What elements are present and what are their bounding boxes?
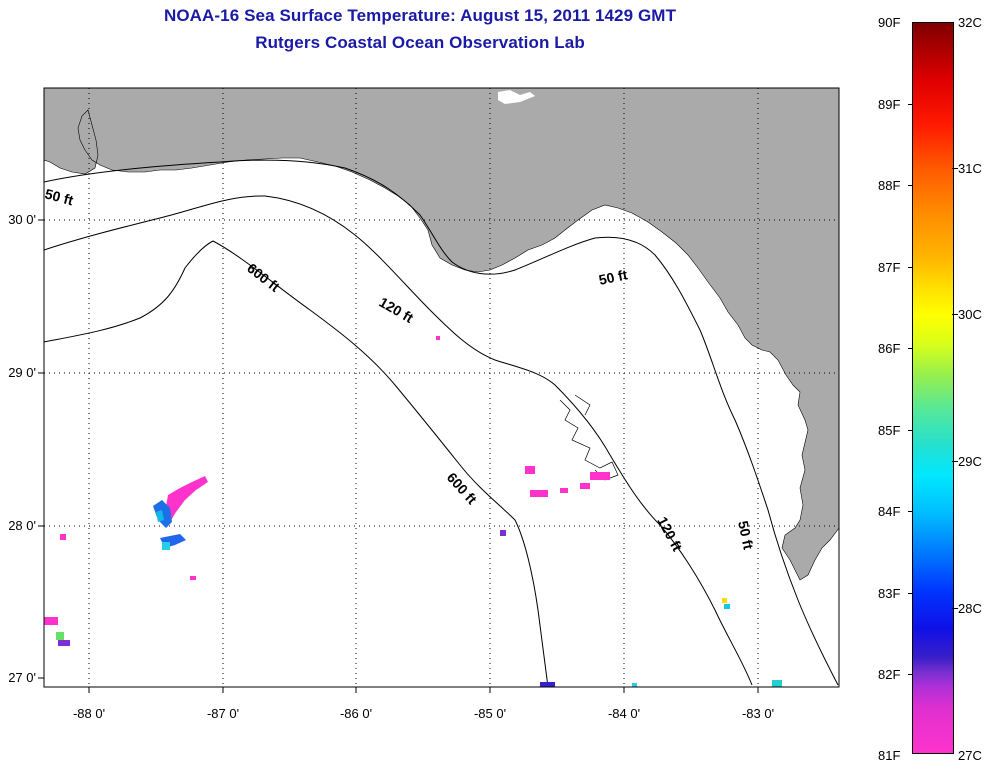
colorbar-label-31c: 31C (958, 161, 982, 176)
colorbar-label-90f: 90F (878, 15, 901, 30)
lat-label-27: 27 0' (8, 670, 36, 685)
sst-patches (44, 336, 782, 687)
inland-lake (498, 90, 535, 104)
lon-label-84: -84 0' (607, 706, 641, 721)
lon-label-83: -83 0' (741, 706, 775, 721)
colorbar-label-89f: 89F (878, 97, 901, 112)
contour-600ft (44, 240, 549, 687)
reef-detail (559, 394, 619, 481)
colorbar-label-84f: 84F (878, 504, 901, 519)
colorbar-label-29c: 29C (958, 454, 982, 469)
lat-label-29: 29 0' (8, 365, 36, 380)
colorbar-label-85f: 85F (878, 423, 901, 438)
colorbar-tick (908, 348, 913, 349)
colorbar-label-87f: 87F (878, 260, 901, 275)
colorbar-label-88f: 88F (878, 178, 901, 193)
colorbar-label-81f: 81F (878, 748, 901, 763)
lat-label-30: 30 0' (8, 212, 36, 227)
colorbar-label-27c: 27C (958, 748, 982, 763)
contour-label-50ft-west: 50 ft (43, 185, 75, 208)
colorbar-tick (908, 104, 913, 105)
land-mass (44, 88, 839, 581)
colorbar-tick (908, 511, 913, 512)
colorbar-tick (952, 608, 958, 609)
colorbar-tick (952, 461, 958, 462)
lon-label-88: -88 0' (72, 706, 106, 721)
lon-label-86: -86 0' (339, 706, 373, 721)
colorbar-tick (908, 185, 913, 186)
colorbar-label-86f: 86F (878, 341, 901, 356)
contour-label-50ft-bigbend: 50 ft (597, 266, 629, 288)
contour-120ft (44, 195, 753, 686)
lon-label-85: -85 0' (473, 706, 507, 721)
colorbar-tick (952, 314, 958, 315)
axis-ticks (38, 219, 759, 693)
map-subtitle: Rutgers Coastal Ocean Observation Lab (255, 33, 585, 52)
colorbar-label-82f: 82F (878, 667, 901, 682)
lat-label-28: 28 0' (8, 518, 36, 533)
contour-label-50ft-south: 50 ft (735, 519, 757, 551)
colorbar-label-32c: 32C (958, 15, 982, 30)
colorbar-tick (908, 674, 913, 675)
contour-50ft (44, 159, 839, 686)
colorbar-label-28c: 28C (958, 601, 982, 616)
colorbar-label-30c: 30C (958, 307, 982, 322)
colorbar-tick (952, 168, 958, 169)
map-title: NOAA-16 Sea Surface Temperature: August … (163, 6, 677, 25)
colorbar-tick (908, 430, 913, 431)
colorbar-label-83f: 83F (878, 586, 901, 601)
map-frame (43, 87, 840, 688)
colorbar-tick (908, 267, 913, 268)
lon-label-87: -87 0' (206, 706, 240, 721)
colorbar-tick (908, 593, 913, 594)
temperature-colorbar (912, 22, 954, 754)
